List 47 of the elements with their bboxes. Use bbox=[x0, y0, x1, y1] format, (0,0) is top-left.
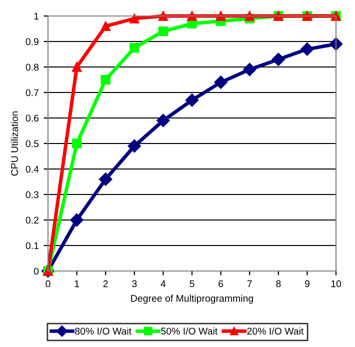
point bbox=[130, 14, 140, 24]
y-tick-label: 0.1 bbox=[26, 242, 38, 250]
legend-label: 80% I/O Wait bbox=[75, 327, 132, 335]
legend-label: 20% I/O Wait bbox=[247, 327, 304, 335]
y-tick-label: 0.8 bbox=[26, 64, 39, 71]
point bbox=[100, 74, 110, 85]
point bbox=[300, 42, 314, 56]
point bbox=[158, 26, 168, 36]
point bbox=[187, 11, 197, 21]
y-tick-label: 0.5 bbox=[26, 140, 39, 148]
x-tick-label: 6 bbox=[218, 280, 224, 288]
x-tick-label: 3 bbox=[132, 280, 137, 288]
point bbox=[185, 94, 199, 107]
x-tick-label: 1 bbox=[74, 280, 80, 288]
y-tick-label: 0.3 bbox=[26, 191, 39, 198]
point bbox=[214, 76, 228, 89]
point bbox=[216, 11, 226, 21]
x-tick-label: 2 bbox=[103, 280, 108, 288]
y-tick-label: 0 bbox=[34, 268, 39, 275]
x-tick-label: 0 bbox=[46, 280, 50, 288]
x-tick-label: 7 bbox=[247, 280, 252, 288]
point bbox=[130, 43, 140, 53]
y-tick-label: 0.6 bbox=[26, 114, 39, 122]
y-tick-label: 0.7 bbox=[26, 89, 38, 96]
x-axis-title: Degree of Multiprogramming bbox=[131, 294, 253, 304]
point bbox=[243, 62, 256, 76]
y-tick-label: 0.4 bbox=[26, 166, 39, 173]
point bbox=[156, 114, 170, 128]
y-tick-label: 0.9 bbox=[26, 38, 39, 46]
x-tick-label: 5 bbox=[190, 280, 194, 288]
point bbox=[70, 213, 84, 227]
point bbox=[272, 52, 285, 66]
point bbox=[100, 21, 110, 32]
point bbox=[72, 138, 82, 148]
y-tick-label: 1 bbox=[34, 12, 38, 20]
point bbox=[244, 11, 254, 21]
x-tick-label: 4 bbox=[160, 280, 166, 288]
y-tick-label: 0.2 bbox=[26, 216, 38, 224]
x-tick-label: 8 bbox=[276, 280, 281, 288]
point bbox=[128, 139, 141, 153]
point bbox=[158, 11, 168, 21]
point bbox=[72, 62, 82, 72]
x-tick-label: 10 bbox=[331, 280, 342, 288]
y-axis-title: CPU Utilization bbox=[10, 111, 18, 176]
x-tick-label: 9 bbox=[304, 280, 310, 288]
point bbox=[99, 172, 112, 186]
legend-label: 50% I/O Wait bbox=[161, 327, 218, 335]
